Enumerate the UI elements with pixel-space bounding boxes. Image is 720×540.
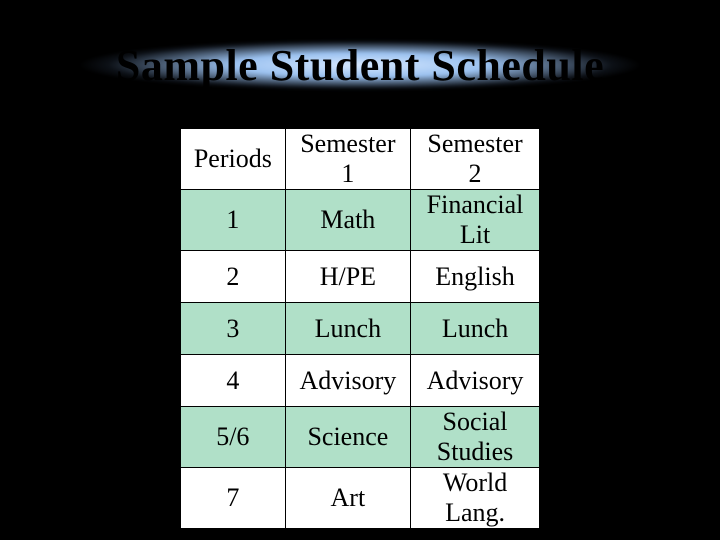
cell-sem1: H/PE [285, 251, 410, 303]
cell-sem2: Financial Lit [411, 190, 540, 251]
cell-period: 3 [181, 303, 286, 355]
slide: Sample Student Schedule Periods Semester… [0, 0, 720, 540]
cell-period: 1 [181, 190, 286, 251]
cell-period: 7 [181, 468, 286, 529]
cell-sem1: Math [285, 190, 410, 251]
cell-sem1: Lunch [285, 303, 410, 355]
table-row: 3 Lunch Lunch [181, 303, 540, 355]
schedule-table-container: Periods Semester 1 Semester 2 1 Math Fin… [180, 128, 540, 529]
col-header-periods: Periods [181, 129, 286, 190]
col-header-sem2: Semester 2 [411, 129, 540, 190]
table-row: 1 Math Financial Lit [181, 190, 540, 251]
table-row: 5/6 Science Social Studies [181, 407, 540, 468]
title-container: Sample Student Schedule [60, 28, 660, 102]
table-header-row: Periods Semester 1 Semester 2 [181, 129, 540, 190]
cell-sem2: World Lang. [411, 468, 540, 529]
table-row: 4 Advisory Advisory [181, 355, 540, 407]
table-row: 7 Art World Lang. [181, 468, 540, 529]
cell-period: 4 [181, 355, 286, 407]
schedule-table: Periods Semester 1 Semester 2 1 Math Fin… [180, 128, 540, 529]
cell-sem2: Social Studies [411, 407, 540, 468]
cell-period: 5/6 [181, 407, 286, 468]
cell-sem2: Lunch [411, 303, 540, 355]
cell-sem1: Science [285, 407, 410, 468]
slide-title: Sample Student Schedule [116, 40, 604, 91]
col-header-sem1: Semester 1 [285, 129, 410, 190]
table-row: 2 H/PE English [181, 251, 540, 303]
cell-period: 2 [181, 251, 286, 303]
cell-sem2: Advisory [411, 355, 540, 407]
cell-sem1: Art [285, 468, 410, 529]
cell-sem2: English [411, 251, 540, 303]
cell-sem1: Advisory [285, 355, 410, 407]
